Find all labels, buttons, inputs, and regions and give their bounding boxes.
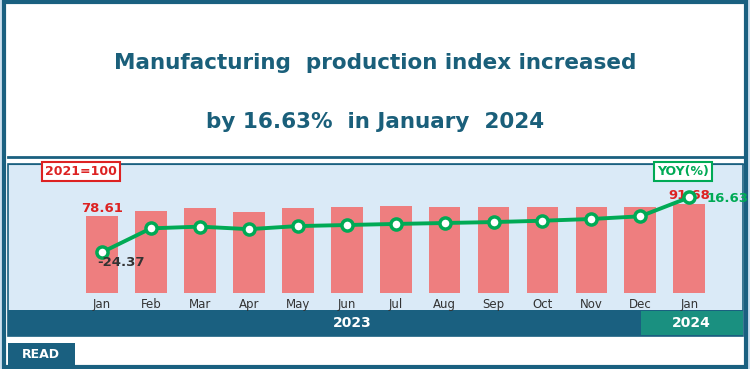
FancyBboxPatch shape: [8, 343, 75, 367]
FancyBboxPatch shape: [8, 310, 742, 336]
Text: 2023: 2023: [333, 316, 372, 330]
Bar: [86, 216, 118, 293]
Bar: [331, 207, 362, 293]
Text: 2021=100: 2021=100: [45, 165, 117, 178]
Bar: [625, 207, 656, 293]
FancyBboxPatch shape: [8, 164, 742, 336]
Bar: [282, 208, 314, 293]
FancyBboxPatch shape: [641, 311, 742, 335]
Bar: [380, 206, 412, 293]
Bar: [429, 207, 460, 293]
FancyBboxPatch shape: [4, 2, 746, 367]
Text: 78.61: 78.61: [81, 202, 123, 215]
Text: 16.63: 16.63: [706, 192, 748, 205]
Bar: [232, 212, 265, 293]
Text: 2024: 2024: [672, 316, 711, 330]
Bar: [674, 204, 705, 293]
Text: 91.68: 91.68: [668, 189, 710, 202]
Bar: [575, 207, 608, 293]
Text: Manufacturing  production index increased: Manufacturing production index increased: [114, 53, 636, 73]
Text: by 16.63%  in January  2024: by 16.63% in January 2024: [206, 112, 544, 132]
Bar: [135, 211, 166, 293]
Text: READ: READ: [22, 348, 60, 362]
Text: YOY(%): YOY(%): [657, 165, 709, 178]
Bar: [526, 207, 559, 293]
Text: -24.37: -24.37: [97, 256, 145, 269]
Bar: [478, 207, 509, 293]
Bar: [184, 208, 216, 293]
